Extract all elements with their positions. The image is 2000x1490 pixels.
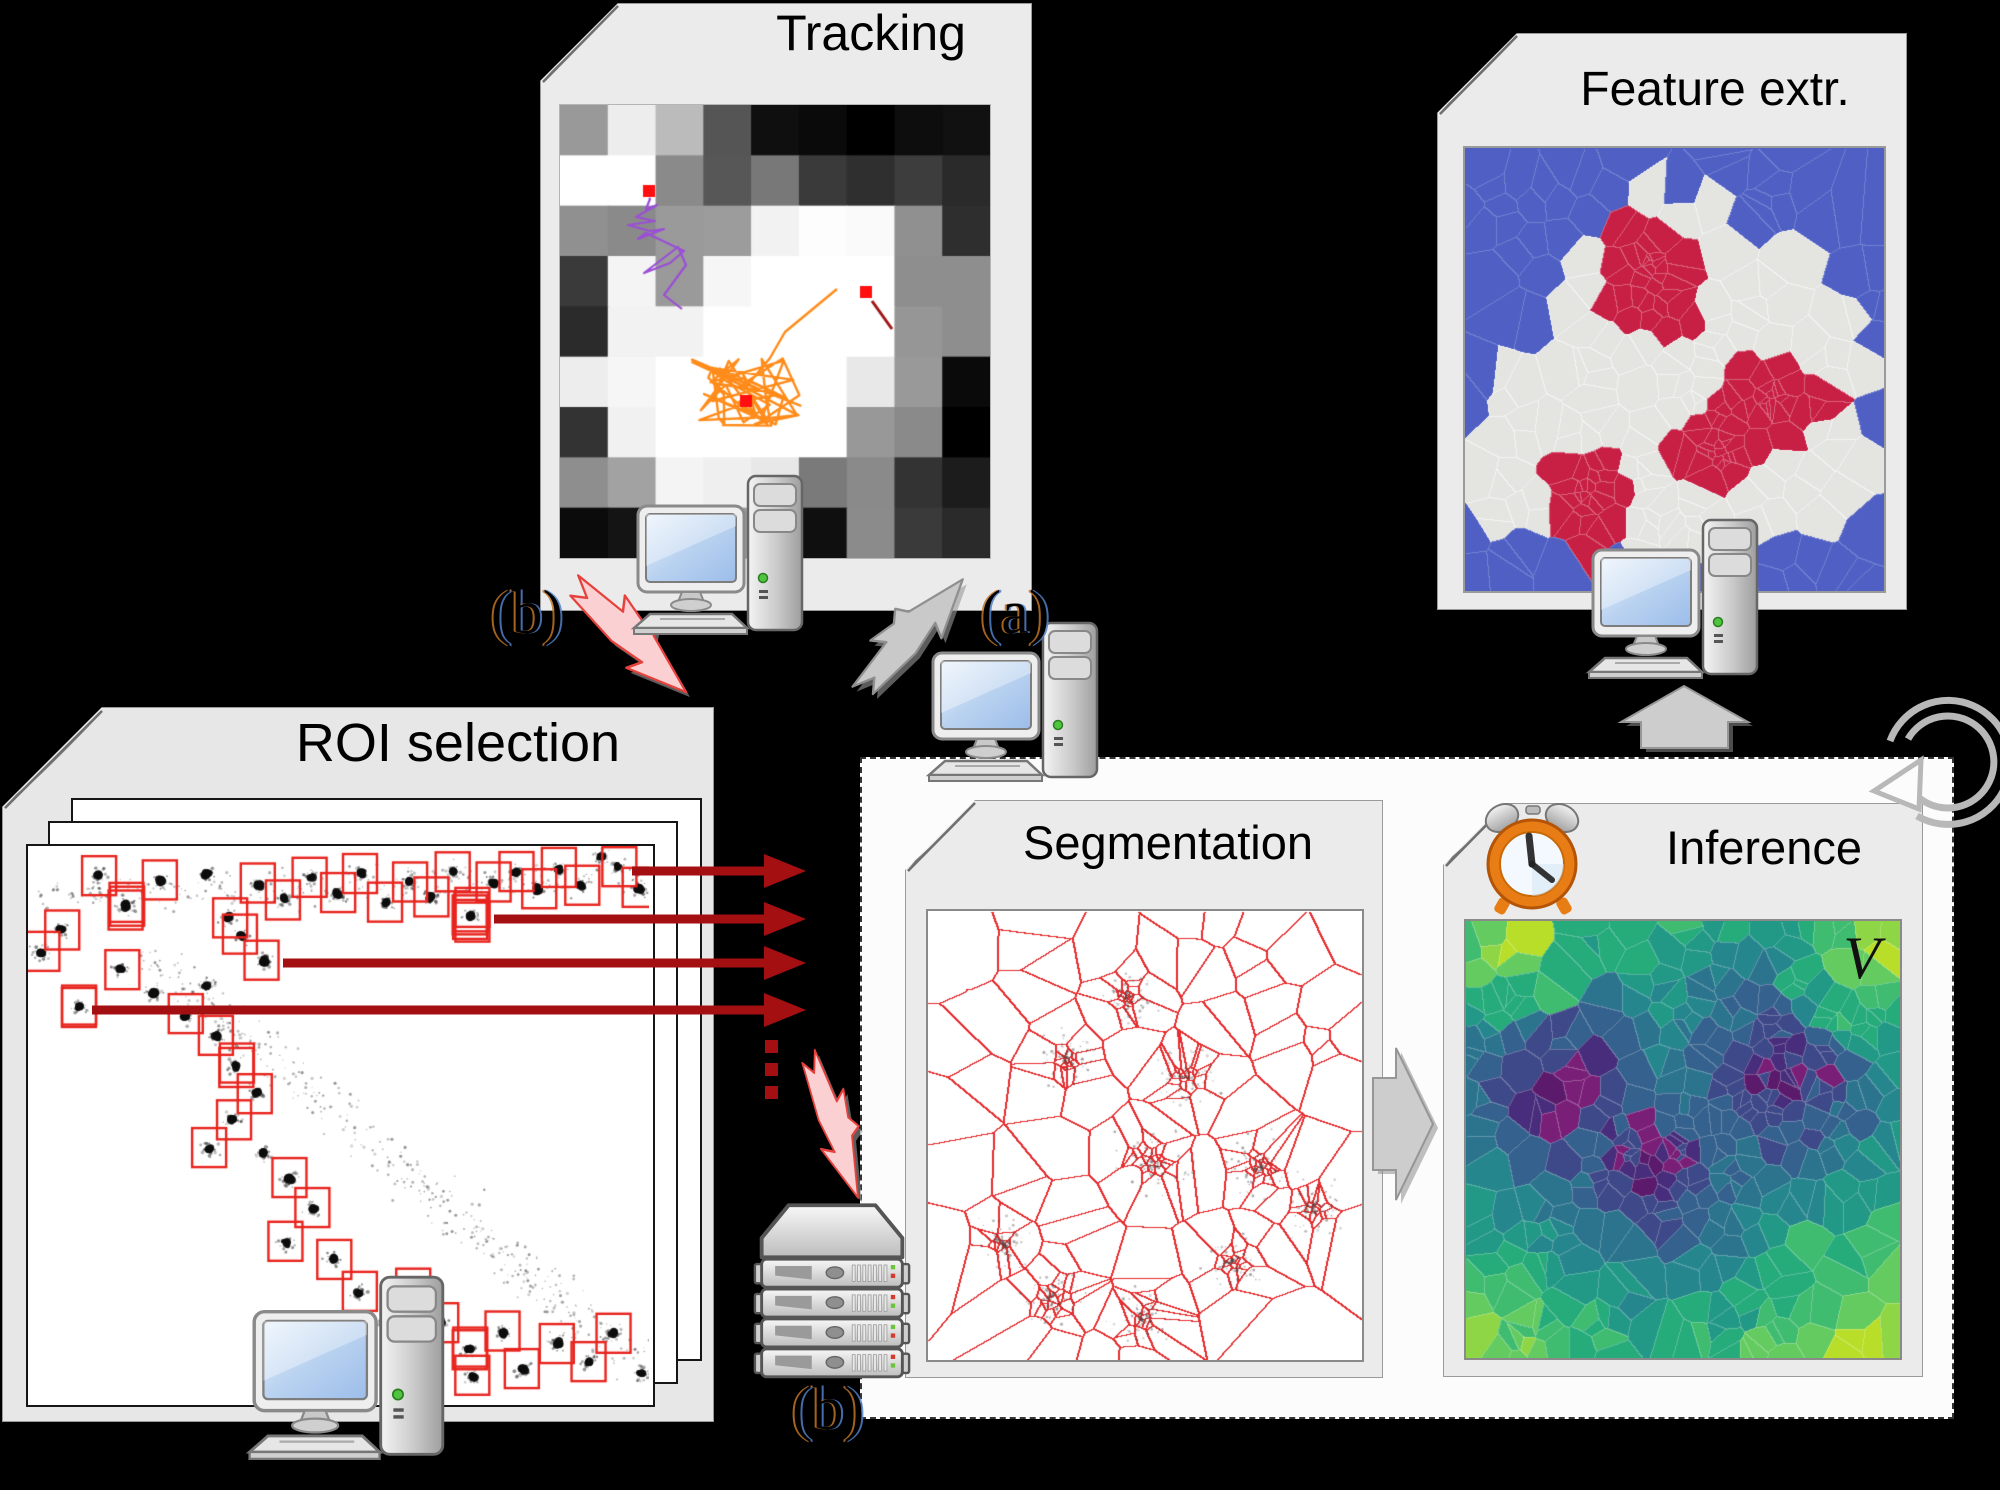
workstation-icon-tracking bbox=[630, 468, 830, 648]
segmentation-image bbox=[926, 909, 1364, 1362]
workstation-icon-feature bbox=[1585, 512, 1785, 692]
block-arrow-up bbox=[1617, 684, 1753, 752]
tower-icon bbox=[1041, 621, 1099, 779]
keyboard-icon bbox=[1585, 656, 1706, 679]
keyboard-icon bbox=[245, 1434, 384, 1461]
inference-title: Inference bbox=[1666, 821, 1862, 874]
inference-image bbox=[1464, 919, 1902, 1360]
roi-scatter-image bbox=[28, 846, 649, 1401]
ellipsis-dot bbox=[765, 1040, 778, 1053]
segmentation-panel: Segmentation bbox=[905, 800, 1383, 1378]
page-fold-icon bbox=[4, 710, 103, 809]
page-fold-icon bbox=[1439, 35, 1518, 115]
step-label-a: (a) bbox=[980, 579, 1050, 647]
page-fold-icon bbox=[542, 5, 619, 83]
alarm-clock-icon bbox=[1474, 800, 1592, 927]
roi-selection-panel: ROI selection bbox=[2, 707, 714, 1422]
server-stack-icon bbox=[752, 1196, 912, 1393]
feature-extraction-panel: Feature extr. bbox=[1437, 33, 1907, 610]
inference-panel: Inference V bbox=[1443, 803, 1923, 1377]
keyboard-icon bbox=[925, 759, 1046, 782]
monitor-icon bbox=[252, 1309, 378, 1434]
ellipsis-dot bbox=[765, 1086, 778, 1099]
feature-extraction-image bbox=[1463, 146, 1886, 593]
tower-icon bbox=[746, 474, 804, 632]
feature-extraction-title: Feature extr. bbox=[1580, 63, 1850, 116]
monitor-icon bbox=[1591, 548, 1701, 656]
keyboard-icon bbox=[630, 612, 751, 635]
monitor-icon bbox=[636, 504, 746, 612]
tower-icon bbox=[379, 1275, 445, 1456]
potential-v-label: V bbox=[1843, 925, 1880, 991]
workstation-icon-roi bbox=[245, 1268, 475, 1475]
step-label-b-bottom: (b) bbox=[791, 1375, 865, 1443]
step-label-b-top: (b) bbox=[490, 579, 564, 647]
segmentation-title: Segmentation bbox=[1022, 816, 1314, 869]
roi-selection-title: ROI selection bbox=[295, 713, 621, 773]
tower-icon bbox=[1701, 518, 1759, 676]
monitor-icon bbox=[931, 651, 1041, 759]
ellipsis-dot bbox=[765, 1063, 778, 1076]
tracking-title: Tracking bbox=[776, 5, 966, 61]
